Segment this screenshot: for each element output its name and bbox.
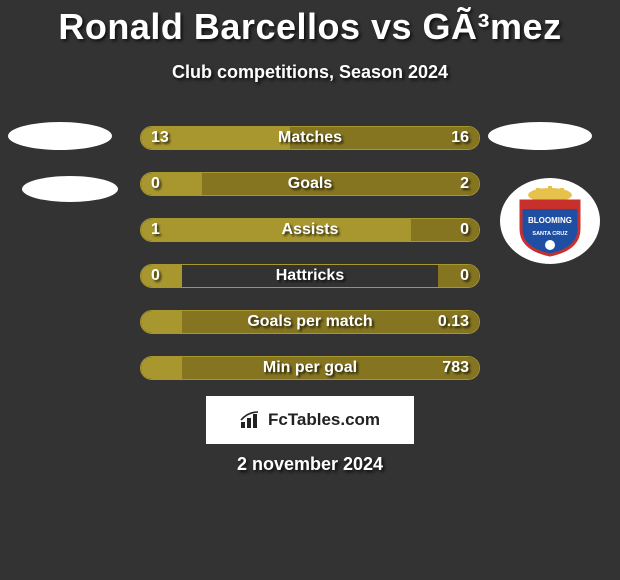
stat-row: Goals0 2 bbox=[140, 172, 480, 196]
stat-label: Goals bbox=[141, 173, 479, 195]
badge-text: BLOOMING bbox=[528, 216, 572, 225]
placeholder-ellipse-left-1 bbox=[8, 122, 112, 150]
stat-label: Goals per match bbox=[141, 311, 479, 333]
bar-chart-icon bbox=[240, 410, 262, 430]
stat-value-right: 783 bbox=[442, 357, 469, 379]
stat-label: Hattricks bbox=[141, 265, 479, 287]
stat-value-left: 0 bbox=[151, 173, 160, 195]
team-badge-right: BLOOMING SANTA CRUZ bbox=[500, 178, 600, 264]
placeholder-ellipse-left-2 bbox=[22, 176, 118, 202]
page-subtitle: Club competitions, Season 2024 bbox=[0, 62, 620, 83]
stat-value-left: 1 bbox=[151, 219, 160, 241]
comparison-rows: Matches1316Goals02Assists10Hattricks00Go… bbox=[140, 126, 480, 402]
footer-attribution: FcTables.com bbox=[206, 396, 414, 444]
badge-subtext: SANTA CRUZ bbox=[532, 231, 568, 237]
stat-row: Min per goal783 bbox=[140, 356, 480, 380]
stat-label: Assists bbox=[141, 219, 479, 241]
stat-value-right: 0 bbox=[460, 219, 469, 241]
stat-label: Matches bbox=[141, 127, 479, 149]
page-title: Ronald Barcellos vs GÃ³mez bbox=[0, 0, 620, 48]
stat-row: Assists1 0 bbox=[140, 218, 480, 242]
placeholder-ellipse-right-1 bbox=[488, 122, 592, 150]
stat-row: Matches13 16 bbox=[140, 126, 480, 150]
stat-value-right: 0.13 bbox=[438, 311, 469, 333]
stat-label: Min per goal bbox=[141, 357, 479, 379]
footer-date: 2 november 2024 bbox=[0, 454, 620, 475]
stat-value-right: 0 bbox=[460, 265, 469, 287]
stat-value-right: 2 bbox=[460, 173, 469, 195]
stat-row: Hattricks0 0 bbox=[140, 264, 480, 288]
stat-value-right: 16 bbox=[451, 127, 469, 149]
stat-row: Goals per match0.13 bbox=[140, 310, 480, 334]
stat-value-left: 0 bbox=[151, 265, 160, 287]
footer-label: FcTables.com bbox=[268, 410, 380, 430]
shield-icon: BLOOMING SANTA CRUZ bbox=[511, 185, 589, 257]
stat-value-left: 13 bbox=[151, 127, 169, 149]
